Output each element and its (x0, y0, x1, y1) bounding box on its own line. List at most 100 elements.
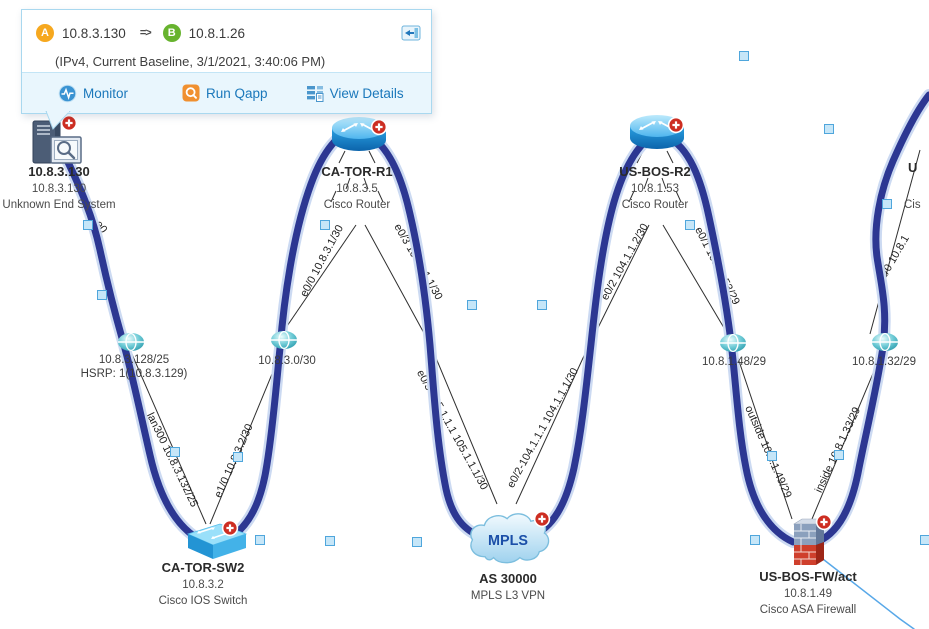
device-name: US-BOS-FW/act (759, 569, 857, 584)
mpls-cloud-text: MPLS (488, 533, 528, 549)
selection-handle[interactable] (750, 535, 760, 545)
selection-handle[interactable] (920, 535, 929, 545)
selection-handle[interactable] (233, 452, 243, 462)
open-in-map-icon[interactable] (401, 25, 421, 41)
link-line-inside (811, 351, 883, 520)
device-ip: 10.8.1.49 (784, 588, 832, 600)
network-label: 10.8.1.48/29 (702, 355, 766, 369)
popup-actions: Monitor Run Qapp View Details (22, 72, 431, 113)
endpoint-a-badge: A (36, 24, 54, 42)
selection-handle[interactable] (467, 300, 477, 310)
device-ip: 10.8.3.5 (336, 183, 378, 195)
device-name: 10.8.3.130 (28, 164, 90, 179)
view-details-label: View Details (329, 85, 404, 101)
device-type: Unknown End System (2, 199, 116, 211)
network-subnet: 10.8.3.128/25 (98, 354, 170, 366)
external-link-line (809, 548, 915, 629)
path-segment-3[interactable] (360, 129, 488, 542)
popup-endpoints-row: A 10.8.3.130 => B 10.8.1.26 (36, 23, 421, 43)
path-core[interactable] (58, 91, 929, 548)
end-system-label: 10.8.3.130 10.8.3.130 Unknown End System (2, 163, 115, 213)
plus-badge[interactable] (667, 116, 685, 134)
network-label: 10.8.3.0/30 (258, 354, 316, 368)
device-name: AS 30000 (479, 571, 537, 586)
endpoint-b-ip: 10.8.1.26 (188, 25, 245, 41)
popup-tail (45, 111, 71, 130)
network-hsrp: HSRP: 1(10.8.3.129) (80, 368, 188, 380)
path-segment-6[interactable] (810, 91, 929, 547)
plus-badge[interactable] (370, 118, 388, 136)
device-ip: 10.8.3.2 (182, 579, 224, 591)
device-name: CA-TOR-SW2 (161, 560, 245, 575)
network-globe-icon[interactable] (269, 329, 299, 351)
run-qapp-label: Run Qapp (206, 85, 268, 101)
link-line-e0-2 (515, 224, 650, 505)
selection-handle[interactable] (255, 535, 265, 545)
details-icon (306, 86, 324, 102)
partial-device-name: U (908, 160, 918, 175)
us-bos-fw-label: US-BOS-FW/act 10.8.1.49 Cisco ASA Firewa… (759, 568, 857, 618)
selection-handle[interactable] (685, 220, 695, 230)
selection-handle[interactable] (83, 220, 93, 230)
selection-handle[interactable] (537, 300, 547, 310)
path-segment-4[interactable] (527, 128, 665, 540)
plus-badge[interactable] (533, 510, 551, 528)
network-globe-icon[interactable] (718, 332, 748, 354)
selection-handle[interactable] (97, 290, 107, 300)
run-qapp-button[interactable]: Run Qapp (182, 84, 268, 102)
device-type: Cisco ASA Firewall (759, 604, 857, 616)
selection-handle[interactable] (325, 536, 335, 546)
view-details-button[interactable]: View Details (306, 84, 404, 102)
us-bos-r2-label: US-BOS-R2 10.8.1.53 Cisco Router (619, 163, 691, 213)
path-halo (56, 89, 929, 550)
device-type: Cisco IOS Switch (158, 595, 248, 607)
selection-handle[interactable] (320, 220, 330, 230)
ca-tor-r1-icon[interactable] (330, 112, 388, 156)
network-globe-icon[interactable] (116, 331, 146, 353)
network-subnet: 10.8.1.48/29 (702, 356, 766, 368)
plus-badge[interactable] (221, 519, 239, 537)
popup-subtitle: (IPv4, Current Baseline, 3/1/2021, 3:40:… (55, 54, 326, 69)
endpoint-b-badge: B (162, 24, 181, 42)
monitor-icon (58, 84, 77, 102)
network-label: 10.8.3.128/25 HSRP: 1(10.8.3.129) (81, 353, 188, 381)
network-subnet: 10.8.1.32/29 (852, 356, 916, 368)
ca-tor-sw2-icon[interactable] (180, 518, 260, 564)
link-line-outside (735, 351, 793, 520)
endpoint-a-ip: 10.8.3.130 (62, 25, 126, 41)
endpoints-arrow: => (139, 27, 152, 39)
end-system-icon[interactable] (30, 116, 84, 166)
monitor-label: Monitor (83, 85, 129, 101)
device-name: US-BOS-R2 (619, 164, 691, 179)
network-globe-icon[interactable] (870, 331, 900, 353)
network-label: 10.8.1.32/29 (852, 355, 916, 369)
selection-handle[interactable] (882, 199, 892, 209)
mpls-cloud-icon[interactable]: MPLS (464, 508, 552, 570)
mpls-label: AS 30000 MPLS L3 VPN (471, 570, 545, 604)
ca-tor-r1-label: CA-TOR-R1 10.8.3.5 Cisco Router (321, 163, 392, 213)
selection-handle[interactable] (824, 124, 834, 134)
device-name: CA-TOR-R1 (321, 164, 393, 179)
partial-device-type: Cis (904, 199, 921, 211)
selection-handle[interactable] (739, 51, 749, 61)
device-type: MPLS L3 VPN (470, 590, 546, 602)
selection-handle[interactable] (834, 450, 844, 460)
path-popup: A 10.8.3.130 => B 10.8.1.26 (IPv4, Curre… (21, 9, 432, 114)
network-subnet: 10.8.3.0/30 (258, 355, 316, 367)
selection-handle[interactable] (767, 451, 777, 461)
device-type: Cisco Router (621, 199, 689, 211)
device-ip: 10.8.3.130 (31, 183, 87, 195)
link-line-e0-1 (662, 224, 731, 339)
link-line-e0-0 (282, 224, 357, 333)
qapp-icon (182, 84, 200, 102)
link-line-lan300 (130, 351, 207, 525)
selection-handle[interactable] (170, 447, 180, 457)
selection-handle[interactable] (412, 537, 422, 547)
device-ip: 10.8.1.53 (631, 183, 679, 195)
device-type: Cisco Router (323, 199, 391, 211)
monitor-button[interactable]: Monitor (58, 84, 128, 103)
ca-tor-sw2-label: CA-TOR-SW2 10.8.3.2 Cisco IOS Switch (159, 559, 248, 609)
plus-badge[interactable] (815, 513, 833, 531)
plus-badge[interactable] (60, 114, 78, 132)
